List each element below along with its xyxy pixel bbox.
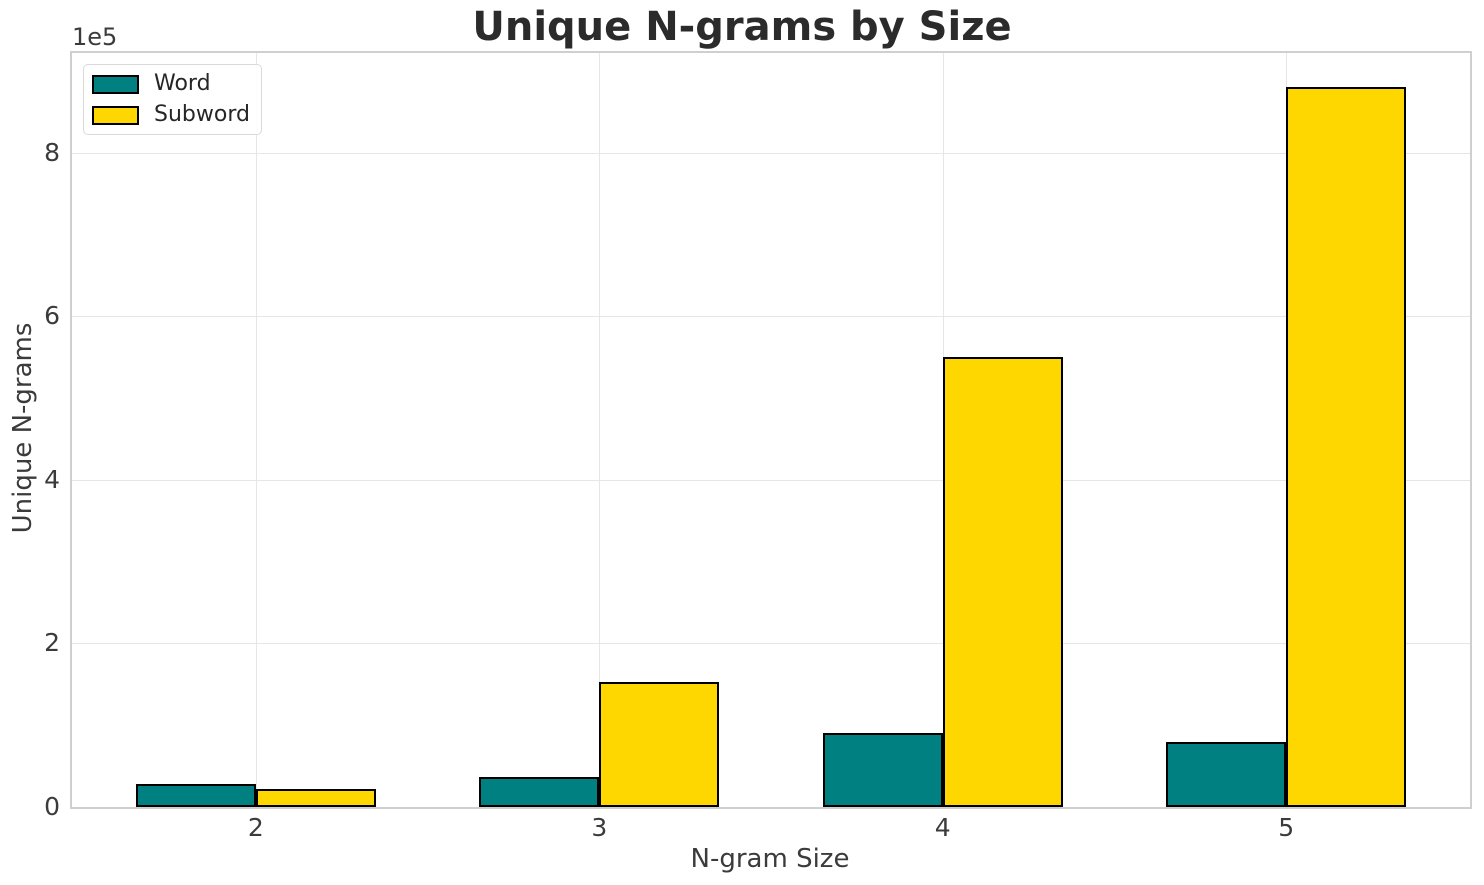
chart-title: Unique N-grams by Size (472, 4, 1012, 50)
bar-subword-4 (942, 357, 1063, 807)
x-tick-label: 5 (1278, 813, 1295, 842)
x-tick-label: 2 (247, 813, 264, 842)
x-gridline (599, 53, 601, 807)
y-tick-label: 8 (44, 137, 60, 167)
x-tick-label: 4 (934, 813, 951, 842)
y-gridline (72, 152, 1470, 154)
y-tick-label: 2 (44, 628, 60, 658)
bar-word-5 (1166, 742, 1287, 807)
bar-word-4 (822, 733, 943, 807)
legend-item-subword: Subword (92, 103, 250, 127)
legend: Word Subword (83, 64, 262, 135)
bar-subword-2 (255, 789, 376, 807)
legend-swatch-word (92, 74, 139, 94)
y-gridline (72, 316, 1470, 318)
legend-item-word: Word (92, 72, 250, 96)
legend-label: Word (154, 71, 211, 96)
bar-word-2 (135, 784, 256, 807)
x-tick-label: 3 (591, 813, 608, 842)
legend-label: Subword (154, 102, 250, 127)
y-tick-label: 4 (44, 464, 60, 494)
bar-subword-5 (1286, 87, 1407, 807)
x-gridline (255, 53, 257, 807)
y-tick-label: 6 (44, 301, 60, 331)
bar-subword-3 (599, 681, 720, 807)
y-axis-label: Unique N-grams (8, 322, 38, 534)
bar-word-3 (479, 776, 600, 807)
y-gridline (72, 643, 1470, 645)
legend-swatch-subword (92, 105, 139, 125)
y-gridline (72, 479, 1470, 481)
y-tick-label: 0 (44, 792, 60, 821)
y-axis-offset-text: 1e5 (72, 23, 118, 51)
x-axis-label: N-gram Size (690, 844, 850, 874)
plot-area: Word Subword (70, 51, 1472, 809)
